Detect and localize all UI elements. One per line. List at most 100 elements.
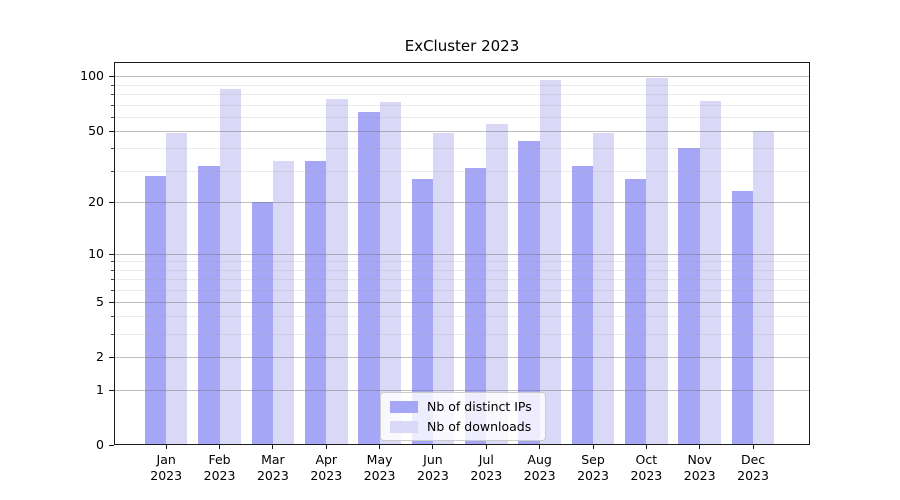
x-tick-apr [325, 445, 327, 449]
x-tick-label-aug: Aug 2023 [523, 452, 556, 483]
x-tick-jan [165, 445, 167, 449]
y-minor-tick-3 [111, 334, 114, 336]
gridline-minor-4 [114, 316, 810, 318]
bar-downloads-dec [753, 130, 775, 445]
x-tick-label-feb: Feb 2023 [203, 452, 236, 483]
y-tick-1 [109, 389, 114, 391]
bar-downloads-nov [699, 101, 721, 445]
y-tick-10 [109, 253, 114, 255]
x-tick-jul [485, 445, 487, 449]
x-tick-label-apr: Apr 2023 [310, 452, 343, 483]
y-tick-2 [109, 357, 114, 359]
gridline-major-50 [114, 130, 810, 132]
x-tick-label-mar: Mar 2023 [256, 452, 289, 483]
bar-ips-sep [571, 165, 593, 445]
x-tick-jun [432, 445, 434, 449]
legend-swatch-downloads [390, 420, 418, 433]
y-minor-tick-8 [111, 269, 114, 271]
bar-ips-nov [678, 148, 700, 445]
y-tick-label-1: 1 [96, 381, 104, 397]
legend-item-downloads: Nb of downloads [390, 419, 536, 434]
gridline-major-20 [114, 201, 810, 203]
legend: Nb of distinct IPs Nb of downloads [380, 392, 546, 441]
grid-layer [114, 62, 810, 445]
gridline-major-1 [114, 389, 810, 391]
y-tick-100 [109, 76, 114, 78]
bar-ips-jul [465, 168, 487, 445]
y-minor-tick-7 [111, 278, 114, 280]
bar-downloads-aug [539, 80, 561, 445]
bar-downloads-jul [486, 123, 508, 445]
bar-downloads-mar [272, 161, 295, 445]
legend-item-distinct-ips: Nb of distinct IPs [390, 399, 536, 414]
y-tick-0 [109, 445, 114, 446]
y-minor-tick-80 [111, 94, 114, 96]
bar-downloads-apr [326, 99, 348, 445]
bars-layer [114, 62, 810, 445]
bar-downloads-jan [166, 132, 188, 445]
legend-label-downloads: Nb of downloads [427, 419, 532, 434]
y-tick-label-50: 50 [88, 122, 104, 138]
y-tick-label-20: 20 [88, 193, 104, 209]
x-tick-label-oct: Oct 2023 [630, 452, 663, 483]
y-tick-50 [109, 130, 114, 132]
gridline-minor-6 [114, 289, 810, 291]
gridline-minor-60 [114, 116, 810, 118]
bar-downloads-sep [593, 132, 615, 445]
x-tick-sep [592, 445, 594, 449]
y-tick-label-5: 5 [96, 293, 104, 309]
bar-ips-apr [304, 161, 327, 445]
bar-ips-aug [518, 140, 540, 445]
gridline-minor-90 [114, 84, 810, 86]
y-tick-label-100: 100 [80, 68, 104, 84]
x-tick-label-jun: Jun 2023 [417, 452, 449, 483]
gridline-minor-3 [114, 334, 810, 336]
gridline-major-100 [114, 76, 810, 78]
bar-ips-jan [144, 176, 167, 445]
y-tick-label-2: 2 [96, 349, 104, 365]
bar-downloads-feb [219, 89, 241, 445]
bar-ips-mar [251, 201, 273, 445]
y-tick-label-10: 10 [88, 245, 104, 261]
gridline-major-5 [114, 301, 810, 303]
x-tick-label-nov: Nov 2023 [683, 452, 716, 483]
gridline-minor-30 [114, 170, 810, 172]
gridline-minor-70 [114, 104, 810, 106]
x-tick-oct [645, 445, 647, 449]
gridline-minor-80 [114, 94, 810, 96]
x-tick-label-sep: Sep 2023 [577, 452, 609, 483]
bar-ips-may [358, 111, 380, 445]
x-tick-mar [272, 445, 274, 449]
chart-title: ExCluster 2023 [404, 37, 520, 55]
gridline-minor-7 [114, 278, 810, 280]
x-tick-label-dec: Dec 2023 [737, 452, 769, 483]
y-minor-tick-4 [111, 316, 114, 318]
y-minor-tick-90 [111, 84, 114, 86]
legend-label-distinct-ips: Nb of distinct IPs [427, 399, 532, 414]
bar-ips-oct [625, 178, 647, 445]
x-tick-feb [219, 445, 221, 449]
x-tick-nov [699, 445, 701, 449]
y-minor-tick-40 [111, 148, 114, 150]
legend-swatch-distinct-ips [390, 400, 418, 413]
gridline-minor-9 [114, 261, 810, 263]
y-minor-tick-6 [111, 289, 114, 291]
plot-area [114, 62, 810, 445]
y-minor-tick-30 [111, 170, 114, 172]
x-tick-label-jul: Jul 2023 [470, 452, 503, 483]
bar-ips-dec [731, 191, 754, 445]
x-tick-aug [539, 445, 541, 449]
y-tick-label-0: 0 [96, 437, 104, 452]
x-tick-label-may: May 2023 [363, 452, 396, 483]
y-tick-5 [109, 301, 114, 303]
gridline-major-2 [114, 357, 810, 359]
gridline-minor-40 [114, 148, 810, 150]
y-tick-20 [109, 201, 114, 203]
y-minor-tick-9 [111, 261, 114, 263]
bar-downloads-jun [432, 132, 455, 445]
bar-ips-jun [411, 178, 433, 445]
x-tick-dec [752, 445, 754, 449]
gridline-minor-8 [114, 269, 810, 271]
gridline-major-10 [114, 253, 810, 255]
